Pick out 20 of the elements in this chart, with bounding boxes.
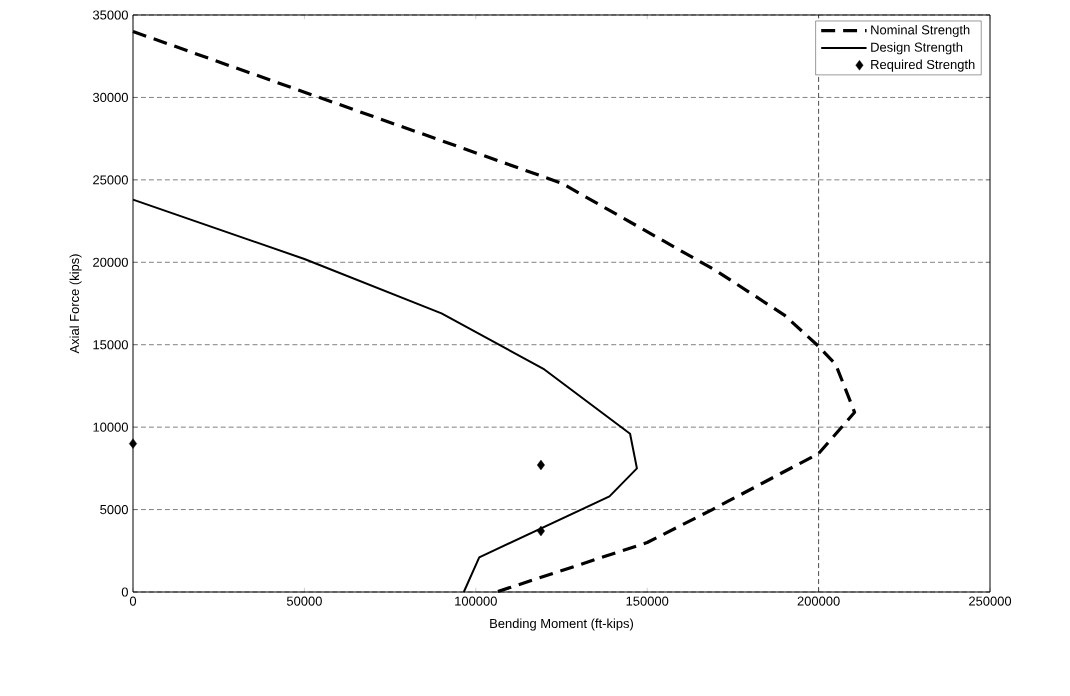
point: [129, 438, 137, 449]
x-tick-label: 100000: [455, 596, 497, 606]
y-tick-label: 15000: [93, 340, 128, 350]
y-tick-label: 30000: [92, 92, 128, 103]
y-tick-label: 25000: [93, 175, 128, 185]
x-tick-label: 150000: [626, 596, 669, 606]
x-axis-title: Bending Moment (ft-kips): [490, 618, 634, 631]
x-tick-label: 50000: [286, 596, 322, 606]
x-tick-label: 200000: [797, 596, 840, 606]
y-tick-label: 5000: [100, 504, 128, 515]
y-tick-label: 0: [121, 587, 128, 597]
y-tick-label: 35000: [92, 10, 128, 20]
legend-label: Nominal Strength: [871, 24, 970, 38]
y-tick-label: 10000: [93, 422, 128, 432]
legend-label: Required Strength: [871, 59, 975, 72]
y-axis-title: Axial Force (kips): [69, 254, 82, 354]
x-tick-label: 250000: [969, 596, 1012, 606]
legend-label: Design Strength: [871, 42, 963, 55]
y-tick-label: 20000: [93, 257, 128, 267]
x-tick-label: 0: [129, 596, 137, 606]
